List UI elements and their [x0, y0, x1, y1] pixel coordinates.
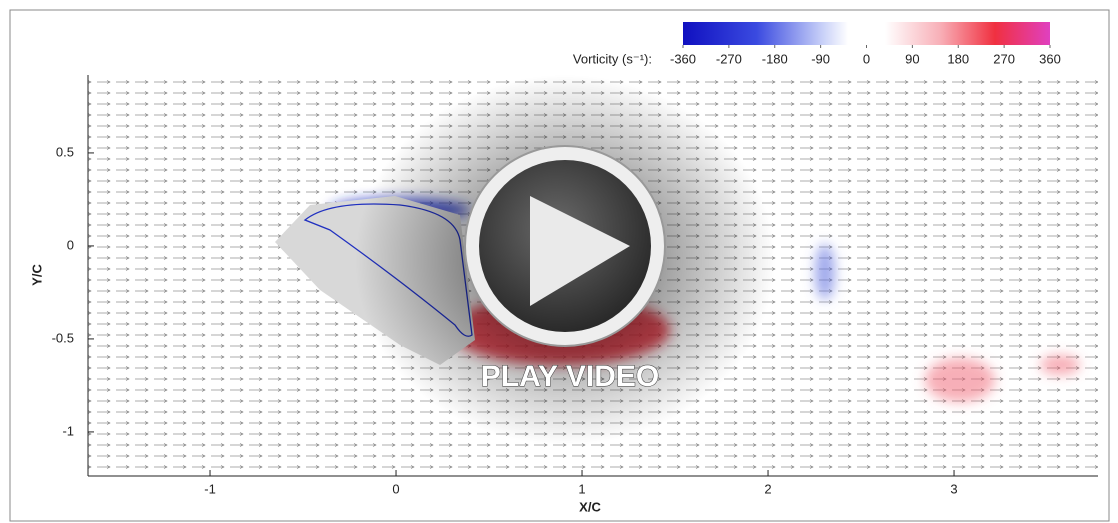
colorbar-tick-label: 90	[905, 51, 919, 66]
y-tick-label: 0.5	[56, 144, 74, 159]
x-tick-label: -1	[204, 481, 216, 496]
y-tick-label: -1	[62, 423, 74, 438]
x-axis-label: X/C	[579, 499, 601, 514]
colorbar-tick-label: -90	[811, 51, 830, 66]
y-tick-label: 0	[67, 237, 74, 252]
colorbar-tick-label: -270	[716, 51, 742, 66]
x-tick-label: 2	[764, 481, 771, 496]
colorbar-tick-label: -180	[762, 51, 788, 66]
play-button[interactable]	[464, 145, 666, 347]
colorbar	[683, 22, 1050, 45]
x-tick-label: 0	[392, 481, 399, 496]
colorbar-tick-label: 180	[947, 51, 969, 66]
colorbar-tick-label: 360	[1039, 51, 1061, 66]
colorbar-label: Vorticity (s⁻¹):	[573, 51, 652, 66]
colorbar-tick-label: 270	[993, 51, 1015, 66]
x-tick-label: 3	[950, 481, 957, 496]
play-triangle[interactable]	[530, 196, 630, 306]
play-text[interactable]: PLAY VIDEO	[480, 359, 659, 393]
y-axis-label: Y/C	[29, 264, 44, 286]
colorbar-tick-label: 0	[863, 51, 870, 66]
y-tick-label: -0.5	[52, 330, 74, 345]
colorbar-tick-label: -360	[670, 51, 696, 66]
plot-area: PLAY VIDEO	[88, 75, 1098, 476]
x-tick-label: 1	[578, 481, 585, 496]
